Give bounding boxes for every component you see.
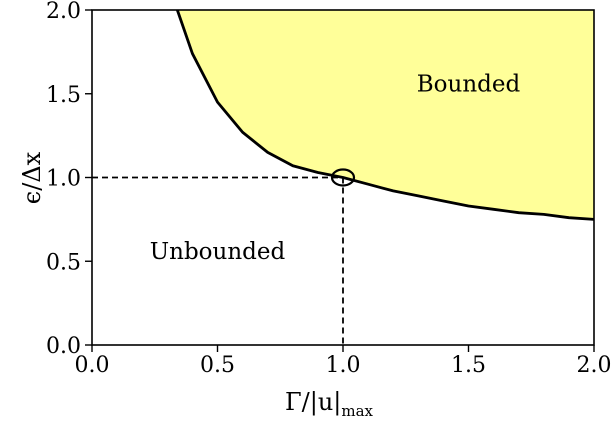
- axes: 0.0 0.5 1.0 1.5 2.0 0.0 0.5 1.0 1.5 2.0: [46, 0, 612, 378]
- x-tick-label: 0.0: [75, 353, 110, 378]
- region-label-bounded: Bounded: [417, 71, 521, 97]
- y-tick-label: 2.0: [46, 0, 81, 24]
- y-tick-label: 0.5: [46, 250, 81, 275]
- x-tick-label: 1.0: [326, 353, 361, 378]
- x-axis-label-sub: max: [341, 402, 373, 420]
- marker-ellipse: [330, 168, 356, 187]
- boundary-curve: [176, 9, 595, 221]
- region-label-unbounded: Unbounded: [150, 239, 286, 265]
- plot-area: Bounded Unbounded: [92, 9, 595, 345]
- x-axis-label-main: Γ/|u|: [285, 388, 341, 417]
- x-tick-label: 1.5: [451, 353, 486, 378]
- x-tick-label: 0.5: [200, 353, 235, 378]
- y-axis-label: ϵ/Δx: [18, 151, 46, 204]
- y-tick-label: 0.0: [46, 334, 81, 359]
- x-axis-label: Γ/|u|max: [285, 388, 374, 420]
- bounded-region: [177, 10, 594, 220]
- y-tick-label: 1.5: [46, 83, 81, 108]
- x-tick-label: 2.0: [577, 353, 612, 378]
- y-tick-label: 1.0: [46, 167, 81, 192]
